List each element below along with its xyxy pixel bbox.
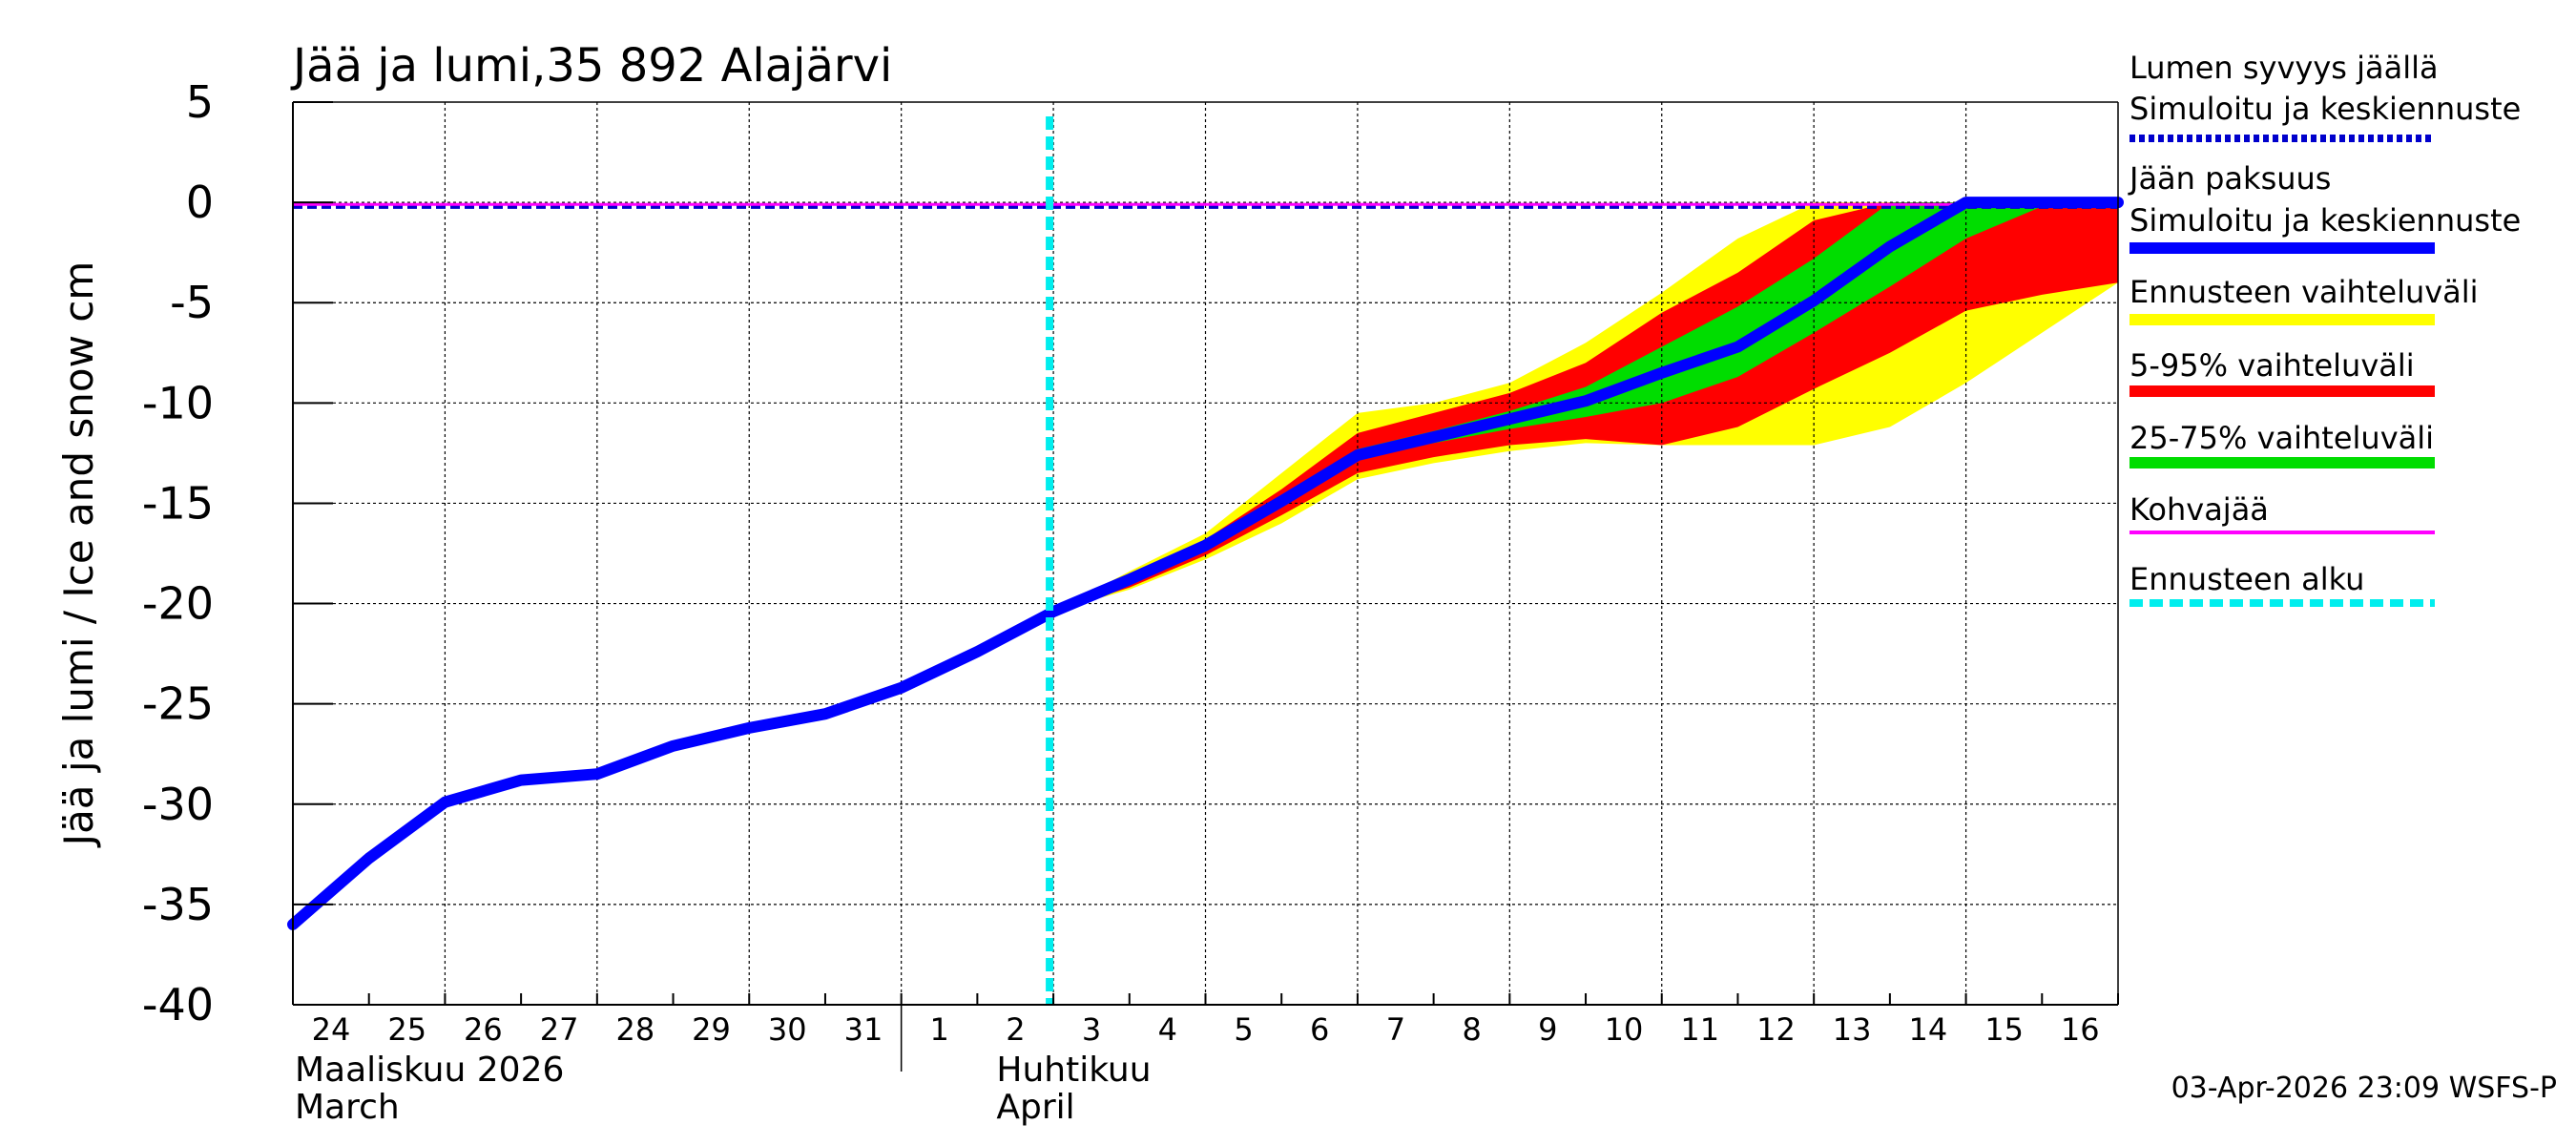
- band-2: [1053, 202, 2118, 612]
- x-tick-label: 29: [692, 1011, 731, 1048]
- x-tick-label: 16: [2061, 1011, 2100, 1048]
- x-tick-label: 26: [464, 1011, 503, 1048]
- x-tick-label: 25: [387, 1011, 426, 1048]
- x-tick-label: 13: [1833, 1011, 1872, 1048]
- legend-label: 25-75% vaihteluväli: [2129, 420, 2434, 456]
- x-tick-label: 1: [929, 1011, 948, 1048]
- y-tick-label: -40: [142, 979, 214, 1030]
- legend-label: 5-95% vaihteluväli: [2129, 347, 2415, 384]
- y-tick-label: -35: [142, 879, 214, 930]
- legend-label: Ennusteen vaihteluväli: [2129, 274, 2479, 310]
- ice-thickness-line: [287, 197, 2124, 930]
- x-tick-label: 8: [1462, 1011, 1481, 1048]
- x-tick-label: 31: [844, 1011, 883, 1048]
- month-label-fi: Maaliskuu 2026: [295, 1051, 564, 1090]
- y-axis-label: Jää ja lumi / Ice and snow cm: [55, 261, 102, 849]
- legend: Lumen syvyys jäällä Simuloitu ja keskienn…: [2128, 50, 2521, 607]
- chart-title: Jää ja lumi,35 892 Alajärvi: [290, 39, 892, 93]
- month-label-en: March: [295, 1088, 400, 1127]
- x-tick-label: 24: [312, 1011, 351, 1048]
- x-tick-label: 5: [1234, 1011, 1253, 1048]
- footer-timestamp: 03-Apr-2026 23:09 WSFS-P: [2171, 1072, 2557, 1105]
- x-tick-label: 27: [540, 1011, 579, 1048]
- y-tick-label: 5: [186, 76, 214, 128]
- y-tick-label: -20: [142, 578, 214, 630]
- x-tick-label: 11: [1680, 1011, 1719, 1048]
- legend-sublabel: Simuloitu ja keskiennuste: [2129, 202, 2521, 239]
- legend-label: Lumen syvyys jäällä: [2129, 50, 2439, 86]
- chart-text: 50-5-10-15-20-25-30-35-40 24 25 26 27 28 29 30 3…: [55, 39, 2557, 1127]
- x-tick-label: 4: [1158, 1011, 1177, 1048]
- x-tick-label: 30: [768, 1011, 807, 1048]
- y-tick-label: -5: [170, 277, 214, 328]
- legend-sublabel: Simuloitu ja keskiennuste: [2129, 91, 2521, 127]
- axes: [292, 101, 2119, 1072]
- forecast-bands: [1053, 202, 2118, 612]
- month-label-en: April: [996, 1088, 1074, 1127]
- x-tick-label: 2: [1006, 1011, 1025, 1048]
- legend-label: Jään paksuus: [2128, 160, 2331, 197]
- y-tick-label: 0: [186, 177, 214, 228]
- x-tick-label: 6: [1310, 1011, 1329, 1048]
- x-tick-label: 14: [1909, 1011, 1948, 1048]
- x-tick-label: 10: [1605, 1011, 1644, 1048]
- x-tick-label: 15: [1984, 1011, 2024, 1048]
- month-label-fi: Huhtikuu: [996, 1051, 1151, 1090]
- y-tick-label: -25: [142, 678, 214, 730]
- y-tick-label: -10: [142, 377, 214, 428]
- series-lines: [287, 116, 2124, 1005]
- x-tick-label: 7: [1386, 1011, 1405, 1048]
- legend-label: Ennusteen alku: [2129, 561, 2364, 597]
- y-tick-label: -30: [142, 779, 214, 830]
- x-tick-label: 9: [1538, 1011, 1557, 1048]
- x-tick-label: 28: [615, 1011, 654, 1048]
- x-tick-label: 3: [1082, 1011, 1101, 1048]
- legend-label: Kohvajää: [2129, 491, 2269, 528]
- y-tick-label: -15: [142, 477, 214, 529]
- grid-lines: [293, 102, 2118, 1005]
- x-tick-label: 12: [1756, 1011, 1796, 1048]
